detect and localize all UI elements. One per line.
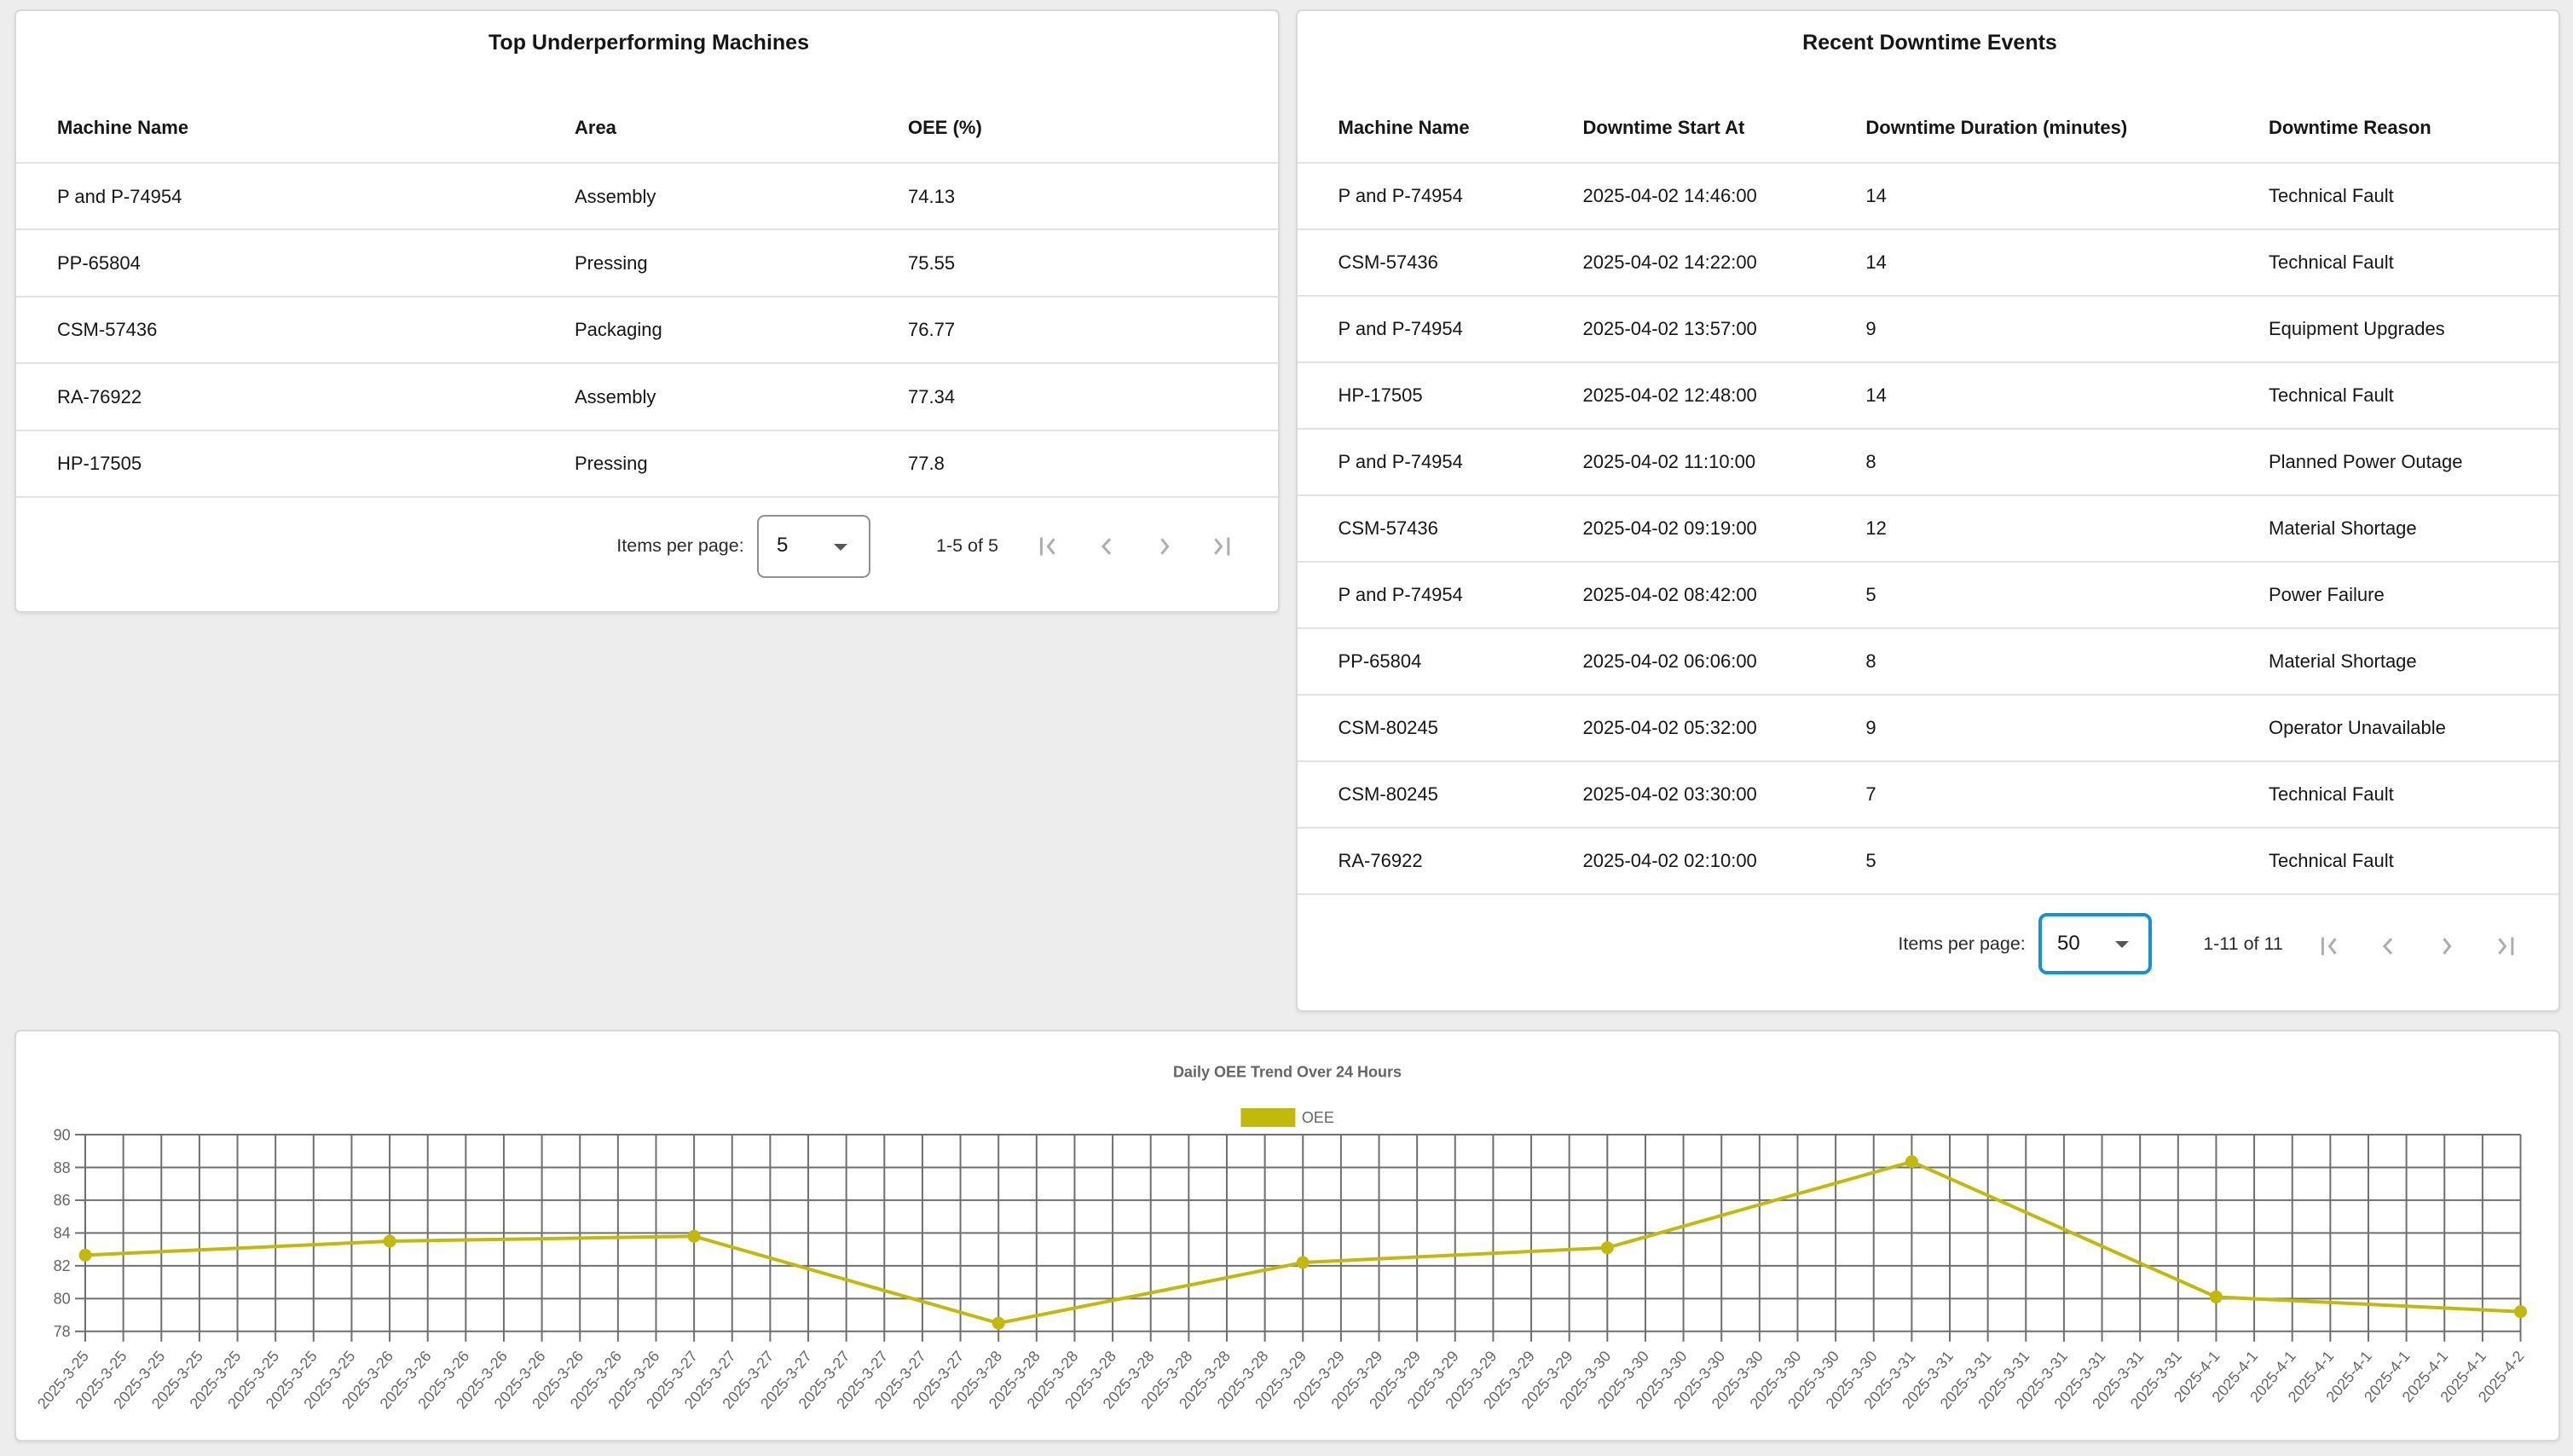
svg-text:84: 84: [54, 1225, 71, 1242]
svg-text:86: 86: [54, 1192, 71, 1209]
svg-text:82: 82: [54, 1257, 71, 1274]
svg-text:OEE: OEE: [1302, 1109, 1334, 1126]
svg-text:Daily OEE Trend Over 24 Hours: Daily OEE Trend Over 24 Hours: [1173, 1064, 1402, 1081]
svg-text:90: 90: [54, 1126, 71, 1143]
svg-text:88: 88: [54, 1159, 71, 1176]
svg-text:78: 78: [54, 1323, 71, 1340]
svg-text:80: 80: [54, 1291, 71, 1308]
